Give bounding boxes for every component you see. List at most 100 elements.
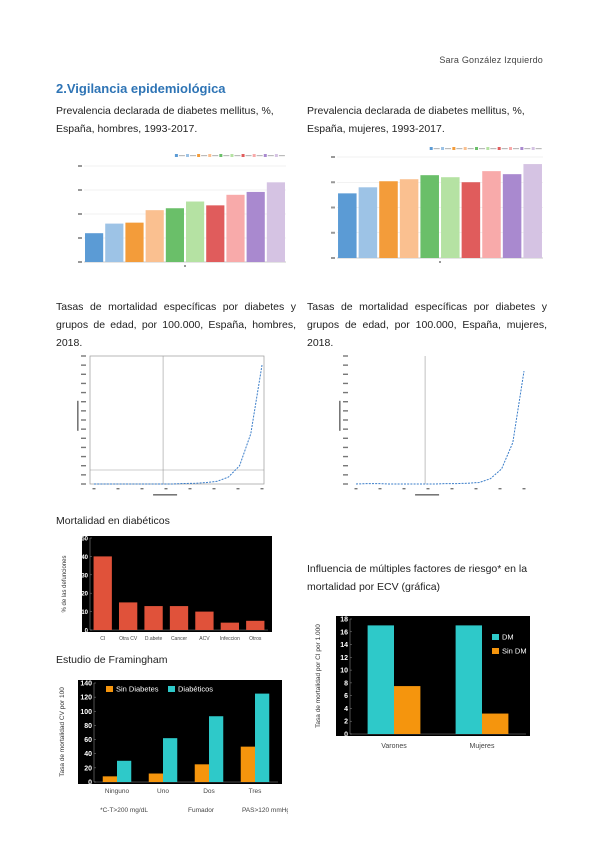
- x-tick-label: Infeccion: [220, 636, 240, 642]
- bar: [523, 164, 542, 258]
- legend-label-mark: [223, 155, 230, 157]
- legend-swatch: [441, 147, 445, 150]
- x-tick-label: Cancer: [171, 636, 187, 642]
- y-axis-label: % de las defunciones: [62, 555, 68, 612]
- y-tick-mark: [331, 257, 335, 259]
- footnote-label: PAS>120 mmHg: [242, 807, 288, 814]
- bar: [482, 171, 501, 258]
- legend-swatch: [452, 147, 456, 150]
- y-tick-label: 60: [84, 737, 92, 744]
- x-tick-label: Tres: [249, 788, 263, 795]
- legend-label-mark: [433, 148, 440, 150]
- x-tick-label: Varones: [381, 743, 407, 750]
- y-tick-label: 6: [344, 693, 348, 700]
- y-tick-label: 12: [340, 655, 348, 662]
- y-tick-label: 2: [344, 719, 348, 726]
- bar: [266, 182, 285, 262]
- y-tick-label-mark: [343, 446, 348, 449]
- x-tick-label: D.abete: [145, 636, 163, 642]
- y-tick-mark: [78, 165, 82, 167]
- y-tick-mark: [331, 231, 335, 234]
- plot-frame: [89, 355, 265, 485]
- y-axis-title-mark: [339, 400, 341, 431]
- x-tick-label-mark: [522, 488, 526, 490]
- x-tick-label-mark: [474, 488, 478, 490]
- caption-framingham: Estudio de Framingham: [56, 654, 168, 666]
- x-tick-mark: [184, 265, 186, 267]
- y-tick-label-mark: [81, 437, 86, 439]
- y-tick-label-mark: [81, 428, 86, 430]
- x-tick-label: Uno: [157, 788, 169, 795]
- y-tick-label-mark: [81, 391, 86, 394]
- y-tick-mark: [78, 189, 82, 191]
- chart-mortality-women: [339, 355, 526, 496]
- chart-framingham: 0 20 40 60 80 100 120 140 Ninguno Uno Dos Tres Tasa …: [59, 680, 288, 814]
- y-tick-mark: [331, 181, 335, 184]
- legend-label-mark: [513, 148, 520, 150]
- y-tick-label-mark: [343, 391, 348, 394]
- legend-swatch: [531, 147, 535, 150]
- y-tick-label: 30: [81, 573, 88, 579]
- bar: [455, 625, 482, 734]
- bar: [118, 602, 138, 630]
- legend-swatch: [208, 154, 212, 157]
- y-tick-label-mark: [81, 474, 86, 476]
- bar: [169, 606, 189, 630]
- y-tick-label: 0: [88, 780, 92, 787]
- y-tick-label: 16: [340, 629, 348, 636]
- y-tick-label-mark: [343, 364, 348, 366]
- y-tick-label-mark: [81, 382, 86, 385]
- y-tick-label-mark: [343, 483, 348, 485]
- y-tick-label: 10: [340, 668, 348, 675]
- bar: [441, 177, 460, 258]
- bar: [145, 210, 164, 262]
- chart-mortality-men: [77, 355, 265, 496]
- bar: [394, 686, 421, 734]
- y-tick-mark: [78, 237, 82, 239]
- x-tick-label-mark: [140, 488, 144, 490]
- x-tick-label-mark: [498, 488, 502, 490]
- legend-label-mark: [245, 155, 252, 157]
- x-axis-title-mark: [415, 494, 440, 496]
- legend-label-mark: [256, 155, 263, 157]
- legend-swatch: [520, 147, 524, 150]
- y-tick-label: 20: [84, 765, 92, 772]
- x-tick-label: Dos: [203, 788, 215, 795]
- x-tick-label-mark: [188, 488, 192, 490]
- bar: [93, 556, 112, 630]
- legend-swatch: [475, 147, 479, 150]
- y-tick-label: 50: [81, 537, 88, 543]
- legend-label: Diabéticos: [178, 685, 213, 694]
- y-tick-label-mark: [343, 474, 348, 476]
- x-axis-title-mark: [153, 494, 178, 496]
- section-title: 2.Vigilancia epidemiológica: [56, 81, 226, 96]
- y-tick-label: 40: [84, 751, 92, 758]
- caption-prevalence-men: Prevalencia declarada de diabetes mellit…: [56, 105, 274, 135]
- legend-swatch: [219, 154, 223, 157]
- legend-swatch: [509, 147, 513, 150]
- bar: [163, 738, 178, 782]
- y-tick-label-mark: [343, 401, 348, 403]
- author-name: Sara González Izquierdo: [439, 55, 543, 65]
- y-tick-label-mark: [81, 455, 86, 458]
- x-tick-mark: [439, 261, 441, 263]
- bar: [461, 182, 481, 258]
- x-tick-label-mark: [426, 488, 430, 490]
- bar: [358, 187, 378, 258]
- legend-label: DM: [502, 633, 514, 642]
- y-tick-label-mark: [81, 401, 86, 403]
- chart-multi-risk: 0 2 4 6 8 10 12 14 16 18 Varones Mujeres Tasa de mor…: [315, 616, 530, 750]
- caption-mortality-women: Tasas de mortalidad específicas por diab…: [307, 301, 547, 349]
- legend-label-mark: [501, 148, 508, 150]
- bar: [206, 205, 225, 262]
- y-tick-label: 40: [81, 555, 88, 561]
- legend-label-mark: [201, 155, 208, 157]
- y-tick-label-mark: [343, 428, 348, 430]
- y-tick-label-mark: [81, 410, 86, 412]
- legend-swatch: [492, 634, 499, 640]
- legend-label-mark: [278, 155, 285, 157]
- legend-swatch: [497, 147, 501, 150]
- bar: [102, 776, 117, 782]
- bar: [209, 716, 224, 782]
- x-tick-label-mark: [116, 488, 120, 490]
